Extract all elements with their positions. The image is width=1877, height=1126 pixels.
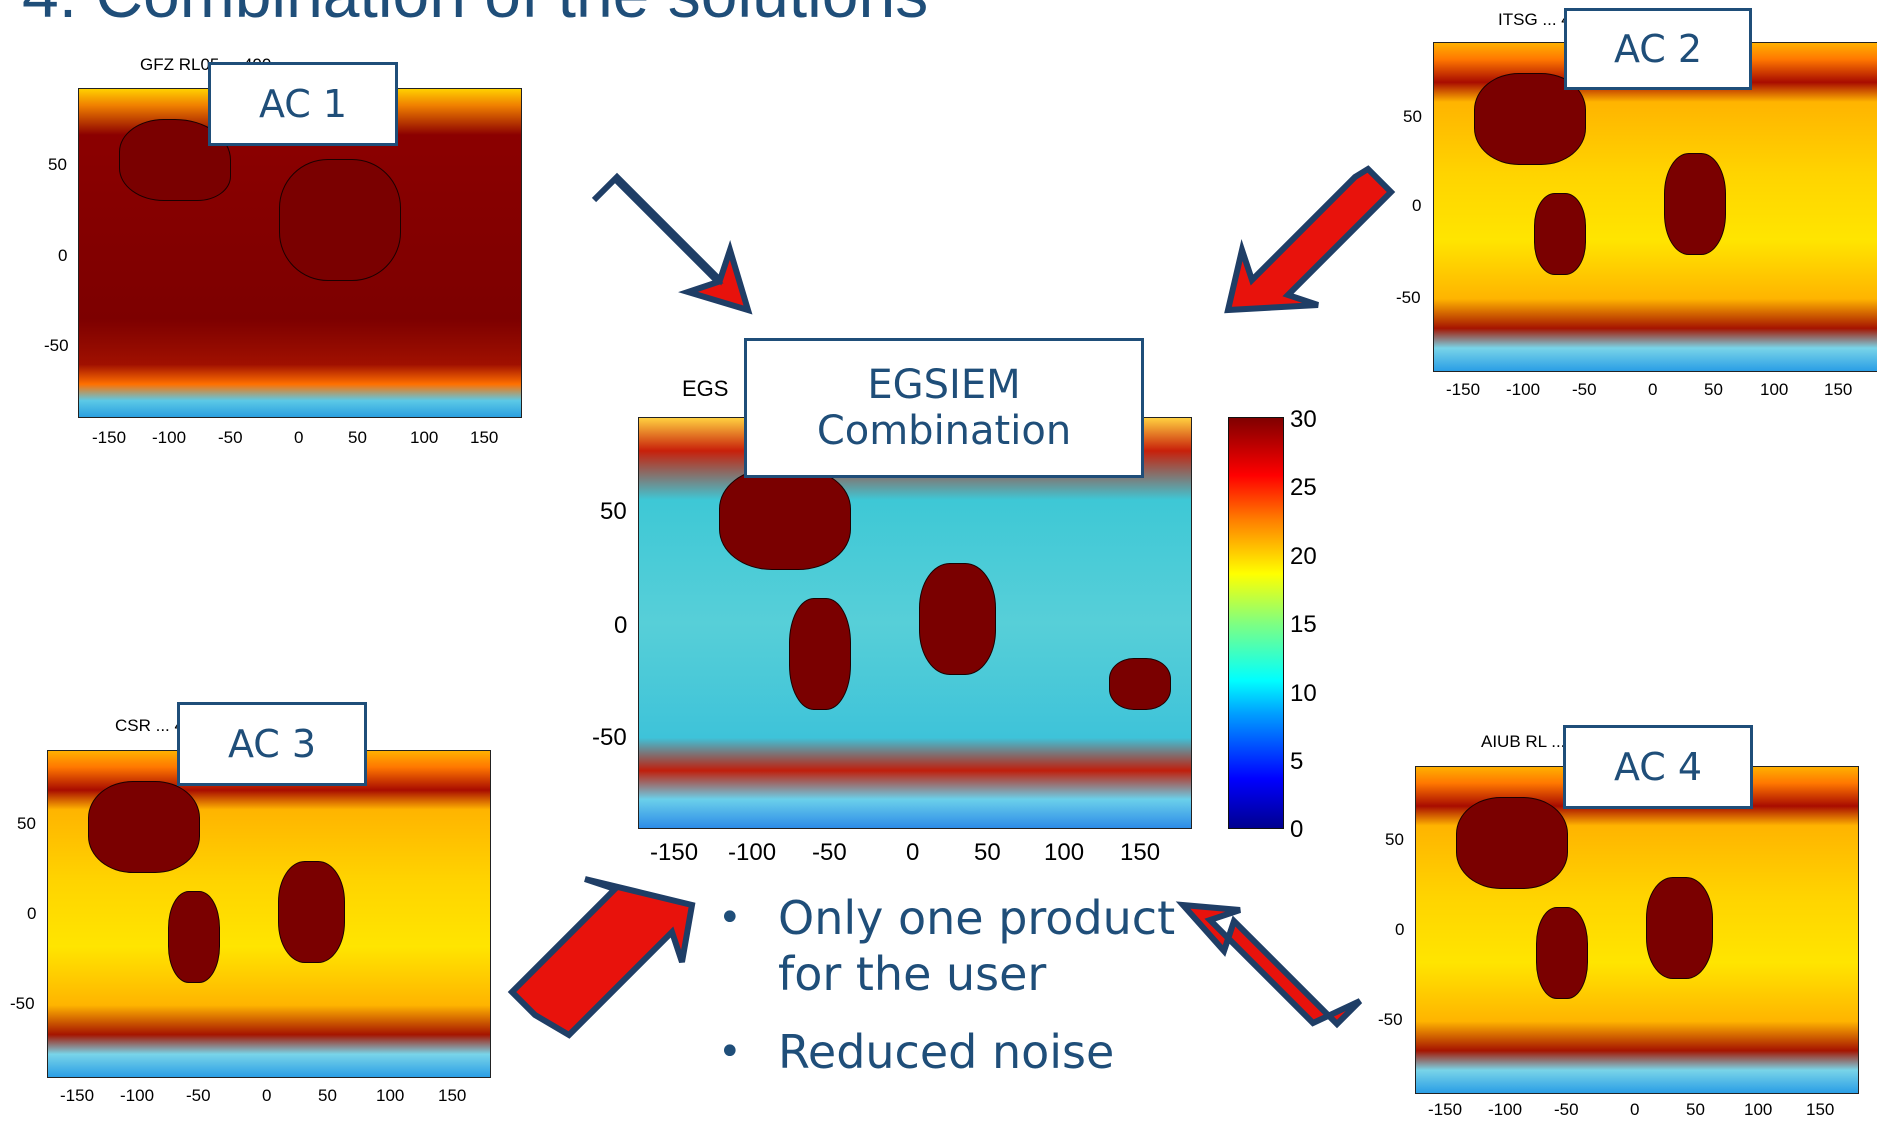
y-tick: -50 — [592, 724, 627, 751]
y-tick: 0 — [614, 612, 628, 639]
bullet-list: • Only one product for the user • Reduce… — [700, 890, 1178, 1080]
x-tick: 0 — [262, 1086, 272, 1105]
land-south-america — [1534, 193, 1586, 275]
x-tick: 100 — [1744, 1100, 1773, 1119]
arrow-ac2-to-combination — [1224, 165, 1396, 314]
x-tick: -100 — [120, 1086, 155, 1105]
x-tick: -50 — [1554, 1100, 1579, 1119]
land-africa — [919, 563, 996, 675]
x-tick: -100 — [152, 428, 187, 447]
colorbar-tick: 15 — [1290, 611, 1317, 638]
x-tick: 150 — [1806, 1100, 1835, 1119]
y-tick: -50 — [44, 336, 69, 355]
land-south-america — [789, 598, 851, 710]
land-south-america — [1536, 907, 1588, 999]
map-title-combination: EGS — [682, 376, 729, 401]
y-tick: 50 — [48, 155, 67, 174]
x-tick: -150 — [1428, 1100, 1463, 1119]
x-tick: -150 — [650, 839, 699, 866]
colorbar-tick: 25 — [1290, 474, 1317, 501]
arrow-ac4-to-combination — [1175, 901, 1363, 1029]
x-tick: -100 — [1488, 1100, 1523, 1119]
bullet-text: Only one product for the user — [778, 891, 1176, 1001]
slide-title: 4. Combination of the solutions — [22, 0, 928, 32]
land-africa — [278, 861, 345, 963]
land-australia — [1109, 658, 1171, 710]
x-tick: -50 — [1572, 380, 1597, 399]
callout-ac1: AC 1 — [208, 62, 398, 146]
map-ac3 — [47, 750, 491, 1078]
land-north-america — [1456, 797, 1568, 889]
x-tick: 50 — [318, 1086, 337, 1105]
callout-ac3: AC 3 — [177, 702, 367, 786]
x-tick: 150 — [438, 1086, 467, 1105]
bullet-text: Reduced noise — [778, 1025, 1115, 1079]
colorbar-tick: 5 — [1290, 748, 1304, 775]
y-tick: -50 — [10, 994, 35, 1013]
x-tick: -50 — [186, 1086, 211, 1105]
x-tick: -100 — [1506, 380, 1541, 399]
x-tick: -100 — [728, 839, 777, 866]
x-tick: 100 — [376, 1086, 405, 1105]
callout-combination: EGSIEM Combination — [744, 338, 1144, 478]
y-tick: -50 — [1396, 288, 1421, 307]
arrow-ac1-to-combination — [591, 172, 753, 315]
x-tick: -150 — [1446, 380, 1481, 399]
bullet-dot: • — [718, 1029, 742, 1075]
land-north-america — [719, 468, 851, 570]
colorbar-tick: 10 — [1290, 680, 1317, 707]
x-tick: -50 — [218, 428, 243, 447]
y-tick: 0 — [1412, 196, 1422, 215]
land-africa — [1646, 877, 1713, 979]
x-tick: 50 — [974, 839, 1001, 866]
x-tick: 50 — [1704, 380, 1723, 399]
callout-ac4: AC 4 — [1563, 725, 1753, 809]
bullet-dot: • — [718, 895, 742, 941]
x-tick: 0 — [294, 428, 304, 447]
colorbar — [1228, 417, 1284, 829]
y-tick: 0 — [1395, 920, 1405, 939]
x-tick: 150 — [1120, 839, 1161, 866]
map-combination — [638, 417, 1192, 829]
callout-combination-line2: Combination — [816, 408, 1072, 454]
land-africa — [1664, 153, 1726, 255]
x-tick: -50 — [812, 839, 847, 866]
land-north-america — [88, 781, 200, 873]
x-tick: 100 — [1044, 839, 1085, 866]
x-tick: 150 — [470, 428, 499, 447]
map-ac4 — [1415, 766, 1859, 1094]
y-tick: 0 — [58, 246, 68, 265]
x-tick: -150 — [92, 428, 127, 447]
x-tick: 150 — [1824, 380, 1853, 399]
colorbar-tick: 30 — [1290, 406, 1317, 433]
arrow-ac3-to-combination — [507, 876, 696, 1039]
land-south-america — [168, 891, 220, 983]
colorbar-tick: 20 — [1290, 543, 1317, 570]
y-tick: -50 — [1378, 1010, 1403, 1029]
colorbar-tick: 0 — [1290, 816, 1304, 843]
bullet-item: • Reduced noise — [700, 1024, 1178, 1080]
x-tick: 0 — [906, 839, 920, 866]
x-tick: 50 — [1686, 1100, 1705, 1119]
y-tick: 50 — [1403, 107, 1422, 126]
x-tick: 100 — [410, 428, 439, 447]
bullet-item: • Only one product for the user — [700, 890, 1178, 1002]
y-tick: 50 — [600, 498, 627, 525]
x-tick: -150 — [60, 1086, 95, 1105]
y-tick: 50 — [17, 814, 36, 833]
x-tick: 0 — [1630, 1100, 1640, 1119]
land-africa — [279, 159, 401, 281]
callout-combination-line1: EGSIEM — [867, 362, 1021, 408]
x-tick: 0 — [1648, 380, 1658, 399]
x-tick: 100 — [1760, 380, 1789, 399]
y-tick: 0 — [27, 904, 37, 923]
y-tick: 50 — [1385, 830, 1404, 849]
x-tick: 50 — [348, 428, 367, 447]
callout-ac2: AC 2 — [1564, 8, 1752, 90]
